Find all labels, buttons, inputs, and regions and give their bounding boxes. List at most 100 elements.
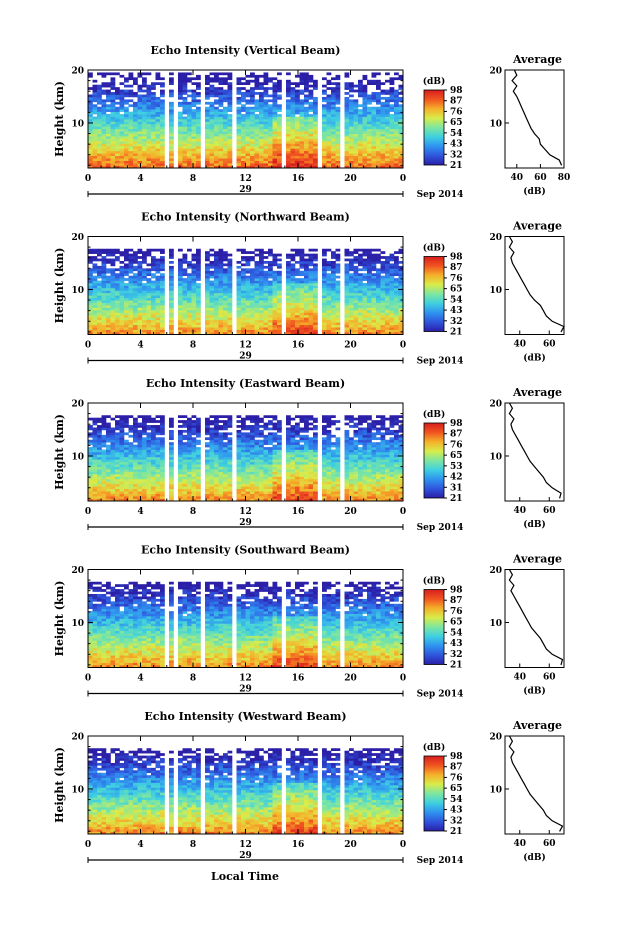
x-tick-label: 16: [292, 840, 305, 850]
x-tick-label: 12: [239, 174, 252, 184]
colorbar-tick: 65: [450, 618, 463, 628]
colorbar-tick: 98: [450, 253, 463, 263]
avg-title: Average: [512, 220, 562, 233]
x-tick-label: 4: [137, 341, 143, 351]
avg-frame: [504, 569, 565, 668]
month-label: Sep 2014: [417, 856, 464, 866]
avg-y-tick: 10: [489, 286, 502, 296]
colorbar-unit: (dB): [423, 76, 445, 87]
avg-y-tick: 20: [489, 67, 502, 77]
avg-y-tick: 20: [489, 400, 502, 410]
avg-x-label: (dB): [523, 852, 545, 863]
avg-profile-line: [508, 735, 564, 832]
colorbar: [423, 256, 445, 332]
colorbar-tick: 32: [450, 150, 463, 160]
x-tick-label: 16: [292, 674, 305, 684]
x-tick-label: 12: [239, 341, 252, 351]
avg-x-tick: 60: [534, 173, 547, 183]
x-tick-label: 0: [85, 174, 91, 184]
avg-x-label: (dB): [523, 686, 545, 697]
colorbar-tick: 31: [450, 483, 463, 493]
colorbar-tick: 54: [450, 129, 463, 139]
colorbar-tick: 43: [450, 306, 463, 316]
heatmap-field: [88, 248, 404, 335]
y-tick-label: 10: [71, 119, 84, 129]
avg-frame: [504, 402, 565, 502]
heatmap-field: [88, 415, 404, 502]
avg-y-tick: 10: [489, 785, 502, 795]
x-tick-label: 0: [85, 674, 91, 684]
colorbar-unit: (dB): [423, 409, 445, 420]
x-tick-label: 20: [344, 341, 357, 351]
colorbar-tick: 21: [450, 661, 463, 671]
colorbar-tick: 54: [450, 795, 463, 805]
avg-x-label: (dB): [523, 186, 545, 197]
x-tick-label: 0: [400, 174, 406, 184]
avg-y-tick: 10: [489, 452, 502, 462]
colorbar-tick: 76: [450, 607, 463, 617]
colorbar-tick: 32: [450, 317, 463, 327]
colorbar-tick: 21: [450, 161, 463, 171]
colorbar-tick: 21: [450, 328, 463, 338]
month-label: Sep 2014: [417, 190, 464, 200]
panel-title: Echo Intensity (Eastward Beam): [146, 377, 345, 390]
colorbar-unit: (dB): [423, 742, 445, 753]
panel-title: Echo Intensity (Southward Beam): [141, 544, 350, 557]
avg-y-tick: 20: [489, 733, 502, 743]
avg-frame: [504, 236, 565, 335]
colorbar: [423, 589, 445, 665]
y-tick-label: 20: [71, 67, 84, 77]
avg-x-label: (dB): [523, 519, 545, 530]
panel-2: Echo Intensity (Northward Beam) 0 4 8 12 16 20…: [53, 211, 565, 367]
avg-x-tick: 60: [543, 839, 556, 849]
colorbar-tick: 87: [450, 430, 463, 440]
avg-profile-line: [508, 402, 562, 499]
avg-y-tick: 20: [489, 566, 502, 576]
x-tick-label: 0: [400, 341, 406, 351]
colorbar-tick: 32: [450, 650, 463, 660]
x-tick-label: 8: [190, 341, 196, 351]
avg-frame: [504, 735, 565, 835]
colorbar-unit: (dB): [423, 576, 445, 587]
heatmap-field: [88, 581, 404, 668]
colorbar-tick: 21: [450, 827, 463, 837]
avg-x-tick: 40: [511, 173, 524, 183]
avg-y-tick: 10: [489, 619, 502, 629]
y-tick-label: 20: [71, 233, 84, 243]
avg-profile-line: [508, 569, 564, 666]
x-tick-label: 8: [190, 507, 196, 517]
x-tick-label: 20: [344, 674, 357, 684]
avg-y-tick: 10: [489, 119, 502, 129]
avg-title: Average: [512, 719, 562, 732]
colorbar-tick: 32: [450, 816, 463, 826]
colorbar-tick: 43: [450, 806, 463, 816]
x-tick-label: 20: [344, 174, 357, 184]
x-tick-label: 8: [190, 840, 196, 850]
panel-title: Echo Intensity (Vertical Beam): [150, 44, 340, 57]
y-axis-label: Height (km): [53, 581, 66, 657]
y-tick-label: 10: [71, 452, 84, 462]
panel-title: Echo Intensity (Northward Beam): [141, 211, 350, 224]
avg-title: Average: [512, 553, 562, 566]
panel-3: Echo Intensity (Eastward Beam) 0 4 8 12 16 20 0…: [53, 377, 565, 533]
colorbar-tick: 87: [450, 263, 463, 273]
colorbar-tick: 87: [450, 97, 463, 107]
panel-5: Echo Intensity (Westward Beam) 0 4 8 12 16 20 0…: [53, 710, 565, 866]
colorbar-tick: 54: [450, 295, 463, 305]
colorbar-tick: 43: [450, 140, 463, 150]
avg-x-tick: 40: [513, 340, 526, 350]
avg-frame: [504, 69, 565, 169]
colorbar-tick: 65: [450, 285, 463, 295]
y-tick-label: 20: [71, 566, 84, 576]
x-tick-label: 4: [137, 840, 143, 850]
colorbar-tick: 98: [450, 752, 463, 762]
x-tick-label: 12: [239, 840, 252, 850]
x-tick-label: 0: [400, 507, 406, 517]
panel-title: Echo Intensity (Westward Beam): [144, 710, 346, 723]
x-tick-label: 4: [137, 674, 143, 684]
day-label: 29: [239, 185, 252, 195]
x-tick-label: 20: [344, 507, 357, 517]
colorbar-tick: 54: [450, 628, 463, 638]
x-axis-label: Local Time: [211, 870, 279, 883]
y-axis-label: Height (km): [53, 81, 66, 157]
